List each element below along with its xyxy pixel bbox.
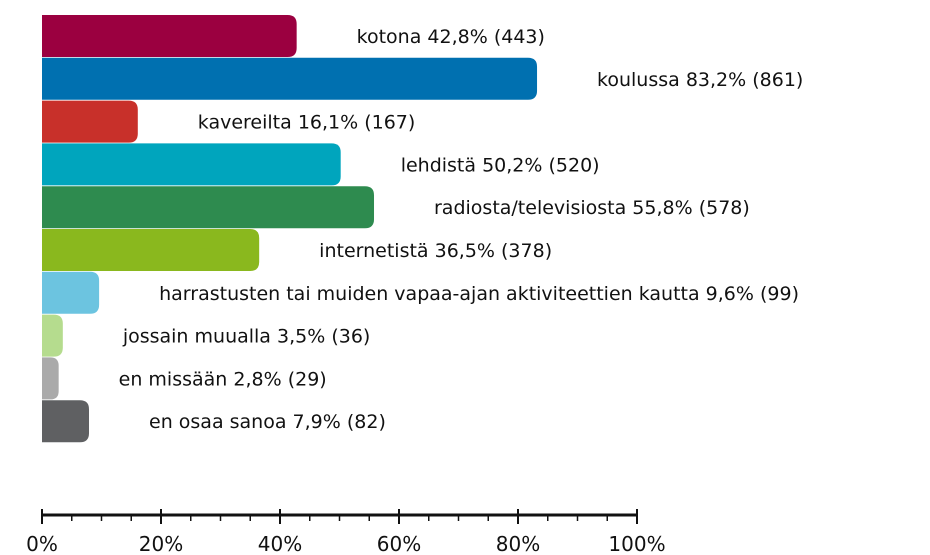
value-label: 3,5% xyxy=(277,326,325,348)
value-label: 50,2% xyxy=(482,154,542,176)
bar xyxy=(42,229,260,271)
count-label: (520) xyxy=(548,154,599,176)
x-tick-label: 80% xyxy=(496,532,540,555)
bar-label: kavereilta 16,1% (167) xyxy=(198,112,416,134)
value-label: 9,6% xyxy=(706,283,754,305)
x-tick-label: 40% xyxy=(258,532,302,555)
category-label: lehdistä xyxy=(401,154,476,176)
bar-label: kotona 42,8% (443) xyxy=(357,26,545,48)
count-label: (82) xyxy=(347,411,386,433)
count-label: (578) xyxy=(699,197,750,219)
x-tick-label: 0% xyxy=(26,532,58,555)
bar xyxy=(42,143,341,186)
count-label: (861) xyxy=(752,69,803,91)
count-label: (99) xyxy=(760,283,799,305)
value-label: 16,1% xyxy=(298,112,358,134)
value-label: 83,2% xyxy=(686,69,746,91)
bar xyxy=(42,57,538,100)
value-label: 36,5% xyxy=(435,240,495,262)
bar xyxy=(42,100,138,143)
x-tick-label: 60% xyxy=(377,532,421,555)
bar xyxy=(42,357,59,400)
bar-label: koulussa 83,2% (861) xyxy=(597,69,803,91)
category-label: jossain muualla xyxy=(122,326,271,348)
category-label: harrastusten tai muiden vapaa-ajan aktiv… xyxy=(159,283,700,305)
category-label: kavereilta xyxy=(198,112,292,134)
bar xyxy=(42,314,63,357)
category-label: radiosta/televisiosta xyxy=(434,197,626,219)
bar-label: radiosta/televisiosta 55,8% (578) xyxy=(434,197,750,219)
bar-label: lehdistä 50,2% (520) xyxy=(401,154,600,176)
category-label: internetistä xyxy=(319,240,428,262)
bar-label: internetistä 36,5% (378) xyxy=(319,240,552,262)
count-label: (378) xyxy=(501,240,552,262)
category-label: en missään xyxy=(119,368,228,390)
category-label: koulussa xyxy=(597,69,680,91)
bar xyxy=(42,271,100,314)
count-label: (443) xyxy=(494,26,545,48)
count-label: (167) xyxy=(364,112,415,134)
value-label: 2,8% xyxy=(233,368,281,390)
value-label: 42,8% xyxy=(427,26,487,48)
category-label: en osaa sanoa xyxy=(149,411,286,433)
bar-label: en missään 2,8% (29) xyxy=(119,368,327,390)
count-label: (36) xyxy=(331,326,370,348)
count-label: (29) xyxy=(288,368,327,390)
value-label: 55,8% xyxy=(632,197,692,219)
category-label: kotona xyxy=(357,26,422,48)
bar xyxy=(42,15,297,57)
value-label: 7,9% xyxy=(293,411,341,433)
bar xyxy=(42,400,90,443)
bar-label: en osaa sanoa 7,9% (82) xyxy=(149,411,386,433)
x-tick-label: 20% xyxy=(139,532,183,555)
x-tick-label: 100% xyxy=(608,532,665,555)
bar xyxy=(42,186,375,229)
bar-label: jossain muualla 3,5% (36) xyxy=(122,326,371,348)
bar-label: harrastusten tai muiden vapaa-ajan aktiv… xyxy=(159,283,799,305)
